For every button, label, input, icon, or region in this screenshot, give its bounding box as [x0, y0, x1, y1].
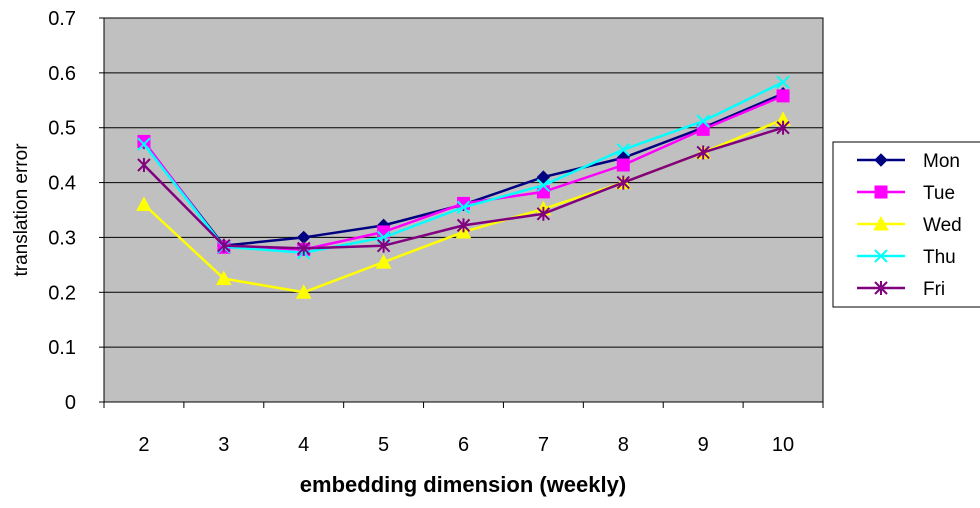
x-marker-stroke [137, 137, 151, 151]
y-axis-title: translation error [11, 143, 32, 277]
square-marker [874, 185, 888, 199]
y-tick-label: 0.6 [48, 63, 76, 85]
square-marker [616, 158, 630, 172]
asterisk-marker [776, 120, 790, 135]
x-tick-label: 8 [618, 434, 629, 456]
asterisk-marker [376, 238, 391, 253]
x-marker-stroke [616, 142, 630, 157]
triangle-marker [136, 196, 152, 212]
legend: Mon Tue Wed Thu Fri [832, 141, 980, 308]
x-tick-label: 10 [772, 434, 794, 456]
x-tick-label: 2 [138, 434, 149, 456]
diamond-marker [874, 153, 888, 167]
legend-label-mon: Mon [923, 151, 960, 172]
x-tick-label: 5 [378, 434, 389, 456]
legend-item-mon: Mon [857, 151, 960, 172]
x-marker-stroke [456, 200, 471, 214]
legend-label-fri: Fri [923, 279, 945, 300]
legend-item-tue: Tue [857, 183, 955, 204]
x-axis-title: embedding dimension (weekly) [300, 472, 626, 497]
legend-label-thu: Thu [923, 247, 956, 268]
series-layer [136, 75, 791, 299]
y-tick-label: 0.2 [48, 282, 76, 304]
x-marker [456, 200, 471, 214]
y-tick-label: 0.4 [48, 173, 76, 195]
x-tick-label: 3 [218, 434, 229, 456]
x-marker [536, 178, 551, 193]
x-marker-stroke [776, 75, 790, 89]
y-tick-label: 0.7 [48, 8, 76, 30]
legend-item-thu: Thu [857, 247, 956, 268]
legend-item-fri: Fri [857, 279, 945, 300]
asterisk-marker [137, 158, 151, 173]
asterisk-marker [536, 206, 551, 221]
x-marker [776, 75, 790, 89]
x-tick-label: 4 [298, 434, 309, 456]
asterisk-marker [456, 218, 471, 233]
x-tick-label: 6 [458, 434, 469, 456]
x-tick-label: 7 [538, 434, 549, 456]
diamond-marker [536, 170, 551, 184]
y-tick-label: 0.1 [48, 337, 76, 359]
x-marker [616, 142, 630, 157]
triangle-marker [215, 270, 232, 286]
y-tick-label: 0.3 [48, 227, 76, 249]
x-marker-stroke [696, 114, 710, 128]
x-marker-stroke [874, 249, 888, 263]
legend-label-wed: Wed [923, 215, 962, 236]
asterisk-marker [696, 145, 710, 160]
asterisk-marker [616, 175, 630, 190]
gridlines [104, 72, 823, 348]
x-marker [696, 114, 710, 128]
triangle-marker [375, 254, 392, 269]
square-marker [776, 89, 790, 103]
legend-item-wed: Wed [857, 215, 962, 236]
legend-label-tue: Tue [923, 183, 955, 204]
triangle-marker [873, 215, 889, 231]
x-tick-label: 9 [698, 434, 709, 456]
triangle-marker [295, 284, 312, 299]
x-marker [874, 249, 888, 263]
asterisk-marker [297, 241, 311, 256]
x-marker-stroke [536, 178, 551, 193]
x-marker [137, 137, 151, 151]
square-marker [696, 122, 710, 136]
series-fri [137, 120, 790, 256]
asterisk-marker [217, 238, 231, 253]
y-tick-label: 0 [65, 392, 76, 414]
y-tick-label: 0.5 [48, 118, 76, 140]
square-marker [137, 134, 151, 148]
axes: 0 0.1 0.2 0.3 0.4 0.5 0.6 0.7 2 3 4 5 6 7 8 9 10 [48, 8, 824, 456]
asterisk-marker [874, 281, 888, 295]
